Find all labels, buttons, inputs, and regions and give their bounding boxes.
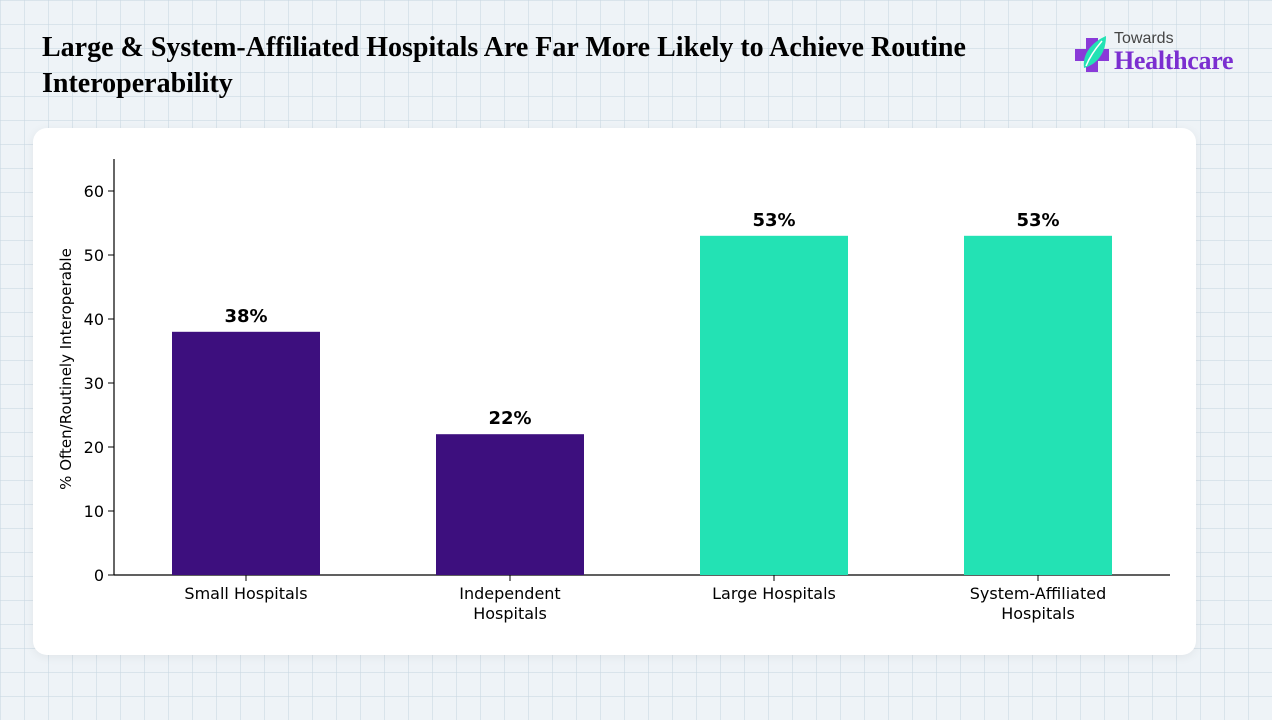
- bar: [436, 434, 584, 575]
- logo-big-text: Healthcare: [1114, 46, 1234, 75]
- bar-value-label: 53%: [752, 210, 795, 231]
- bar-value-label: 53%: [1016, 210, 1059, 231]
- y-ticks: 0 10 20 30 40 50 60: [84, 182, 114, 585]
- y-tick-label: 60: [84, 182, 104, 201]
- page-title: Large & System-Affiliated Hospitals Are …: [42, 32, 966, 99]
- x-tick-label: Hospitals: [1001, 604, 1075, 623]
- y-tick-label: 50: [84, 246, 104, 265]
- x-tick-label: Small Hospitals: [184, 584, 307, 603]
- logo: Towards Healthcare: [1070, 28, 1250, 84]
- y-tick-label: 20: [84, 438, 104, 457]
- bars: 38% 22% 53% 53%: [172, 210, 1112, 576]
- bar-chart: 0 10 20 30 40 50 60 38% 22% 53% 53% Small Hospita…: [57, 159, 1170, 623]
- x-tick-label: Hospitals: [473, 604, 547, 623]
- logo-small-text: Towards: [1114, 30, 1174, 47]
- y-tick-label: 30: [84, 374, 104, 393]
- bar: [172, 331, 320, 575]
- y-tick-label: 10: [84, 502, 104, 521]
- x-tick-label: Independent: [459, 584, 560, 603]
- chart-card: 0 10 20 30 40 50 60 38% 22% 53% 53% Small Hospita…: [33, 128, 1196, 655]
- x-tick-label: Large Hospitals: [712, 584, 836, 603]
- bar: [700, 235, 848, 576]
- y-tick-label: 40: [84, 310, 104, 329]
- bar-value-label: 38%: [224, 306, 267, 327]
- x-tick-label: System-Affiliated: [970, 584, 1106, 603]
- bar-value-label: 22%: [488, 408, 531, 429]
- y-tick-label: 0: [94, 566, 104, 585]
- bar: [964, 235, 1112, 576]
- x-tick-labels: Small Hospitals IndependentHospitalsLarge…: [184, 575, 1106, 623]
- medical-cross-leaf-icon: [1075, 36, 1109, 72]
- y-axis-title: % Often/Routinely Interoperable: [57, 248, 75, 490]
